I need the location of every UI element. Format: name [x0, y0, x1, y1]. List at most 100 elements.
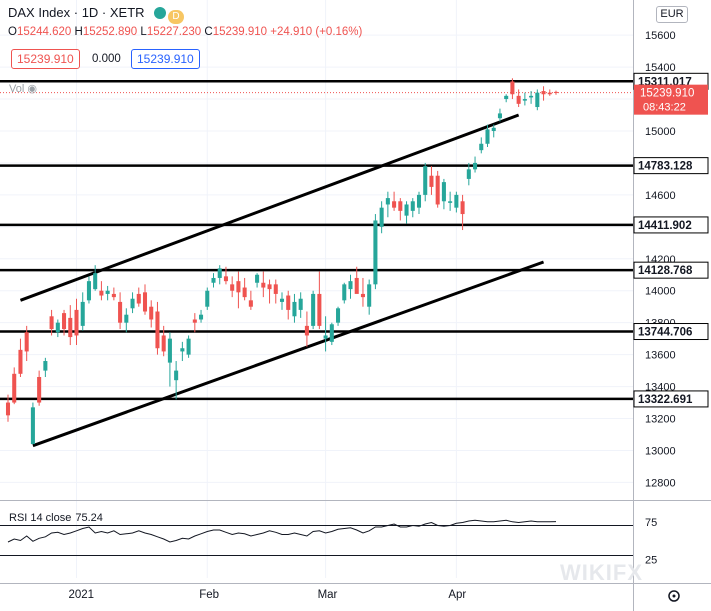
candle [130, 292, 135, 314]
price-tick-label: 15000 [645, 126, 676, 138]
candle [479, 137, 484, 154]
candle [136, 287, 141, 307]
candle [460, 194, 465, 231]
candle [142, 284, 148, 315]
candle [37, 370, 42, 406]
candle [68, 305, 73, 346]
time-axis-label: Apr [448, 589, 466, 601]
volume-label-text: Vol [9, 83, 25, 95]
candle-body [242, 287, 247, 298]
candle-body [329, 324, 334, 342]
candle [385, 191, 390, 218]
candle [192, 313, 197, 333]
candle-body [510, 81, 515, 95]
high-value: 15252.890 [82, 26, 138, 38]
candle-body [516, 95, 521, 104]
candle-body [491, 127, 496, 131]
low-value: 15227.230 [146, 26, 202, 38]
candle [80, 292, 85, 331]
candle-body [336, 308, 341, 323]
rsi-line [7, 519, 557, 543]
high-label: H [74, 26, 83, 38]
candle-body [261, 282, 266, 288]
candle [535, 89, 540, 111]
candle [541, 86, 546, 101]
candle-body [43, 361, 48, 371]
candle-body [62, 313, 67, 330]
gear-icon[interactable] [668, 590, 680, 602]
candle [167, 332, 172, 387]
level-price-label: 14128.768 [638, 265, 693, 277]
candle-body [248, 300, 253, 307]
candle-body [199, 314, 204, 320]
candle-body [367, 284, 372, 307]
currency-button[interactable]: EUR [656, 6, 688, 23]
candle-body [93, 273, 98, 290]
candle-body [311, 293, 316, 326]
candle-body [86, 281, 91, 301]
candle [311, 290, 316, 330]
candle [429, 166, 434, 195]
candle [348, 274, 353, 299]
buy-price-box[interactable]: 15239.910 [131, 49, 200, 69]
volume-label[interactable]: Vol ◉ [9, 82, 37, 95]
candle-body [167, 338, 172, 363]
candle-body [30, 407, 35, 445]
candle [292, 293, 297, 323]
candle [223, 266, 228, 285]
sell-price-box[interactable]: 15239.910 [11, 49, 80, 69]
candle [242, 277, 247, 301]
candle [454, 191, 459, 213]
candle-body [473, 162, 478, 170]
candle-body [142, 292, 148, 312]
candle [373, 214, 378, 290]
price-tick-label: 15400 [645, 62, 676, 74]
candle [510, 78, 515, 100]
candle-body [286, 295, 291, 310]
candle [43, 357, 48, 377]
countdown-label: 08:43:22 [643, 102, 686, 114]
level-price-label: 14411.902 [638, 220, 692, 232]
candle-body [37, 376, 42, 403]
candle [485, 124, 490, 147]
candle-body [255, 274, 260, 283]
candle [522, 92, 527, 106]
close-label: C [204, 26, 213, 38]
candle [516, 89, 521, 108]
rsi-legend: RSI 14 close 75.24 [9, 512, 103, 524]
level-price-label: 13322.691 [638, 394, 693, 406]
candle-body [354, 277, 359, 294]
level-price-badge [633, 216, 709, 234]
candle-body [99, 290, 104, 296]
candle [466, 162, 471, 186]
candle-body [298, 298, 303, 310]
candle [24, 325, 29, 362]
candle-body [124, 314, 129, 323]
candle-body [223, 276, 228, 282]
spread-value: 0.000 [92, 53, 121, 65]
candle-body [385, 198, 390, 205]
candle-body [5, 402, 11, 416]
candle [529, 91, 534, 104]
candle [161, 325, 166, 357]
candle-body [304, 325, 309, 336]
candle-body [273, 284, 278, 294]
candle-body [230, 284, 235, 291]
candle-body [236, 281, 241, 293]
candle [304, 311, 309, 347]
eye-hidden-icon[interactable]: ◉ [27, 83, 37, 95]
candle-body [373, 220, 378, 285]
candle [267, 279, 272, 304]
level-price-badge [633, 323, 709, 341]
candle [448, 191, 453, 211]
candle-body [466, 169, 471, 179]
chart-legend: DAX Index · 1D · XETR D [8, 5, 185, 24]
candle [360, 277, 365, 307]
candle-body [504, 95, 509, 100]
candle-body [18, 349, 23, 374]
candle [547, 89, 552, 96]
candle [255, 273, 260, 288]
price-tick-label: 14000 [645, 286, 676, 298]
candle-body [111, 293, 116, 298]
